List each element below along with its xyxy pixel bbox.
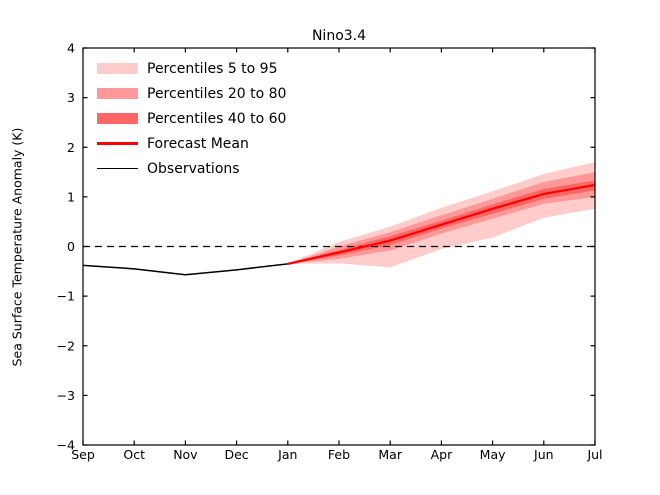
legend-item-forecast-mean: Forecast Mean — [97, 131, 286, 156]
legend-line-observations — [97, 167, 138, 170]
legend-label: Percentiles 40 to 60 — [147, 110, 287, 127]
legend-label: Percentiles 20 to 80 — [147, 85, 287, 102]
y-axis-label: Sea Surface Temperature Anomaly (K) — [9, 127, 25, 367]
legend-label: Forecast Mean — [147, 135, 249, 152]
x-tick-label: Apr — [431, 447, 453, 462]
y-tick-label: 1 — [67, 189, 75, 204]
legend-label: Percentiles 5 to 95 — [147, 60, 278, 77]
forecast-mean-line — [287, 183, 596, 265]
legend-item-percentiles-40-60: Percentiles 40 to 60 — [97, 106, 286, 131]
legend-swatch-percentiles-40-60 — [97, 113, 138, 124]
legend-item-observations: Observations — [97, 156, 286, 181]
y-tick-label: −3 — [57, 388, 75, 403]
legend-item-percentiles-5-95: Percentiles 5 to 95 — [97, 56, 286, 81]
legend-label: Observations — [147, 160, 240, 177]
band-percentiles-20-to-80 — [287, 172, 595, 264]
x-tick-label: Mar — [378, 447, 402, 462]
y-tick-label: −2 — [57, 338, 75, 353]
x-tick-label: Nov — [173, 447, 198, 462]
y-tick-label: −1 — [57, 289, 75, 304]
x-tick-label: Dec — [224, 447, 248, 462]
x-tick-label: Oct — [123, 447, 145, 462]
legend-swatch-percentiles-20-80 — [97, 88, 138, 99]
y-tick-label: 2 — [67, 140, 75, 155]
y-tick-label: −4 — [57, 438, 75, 453]
x-tick-label: Feb — [328, 447, 350, 462]
x-tick-label: Jun — [533, 447, 554, 462]
x-tick-label: May — [480, 447, 506, 462]
chart-title: Nino3.4 — [311, 28, 367, 44]
x-tick-label: Sep — [71, 447, 95, 462]
axis-ticks — [82, 47, 596, 446]
x-tick-label: Jan — [277, 447, 297, 462]
legend-item-percentiles-20-80: Percentiles 20 to 80 — [97, 81, 286, 106]
legend-line-forecast-mean — [97, 142, 138, 145]
observations-line — [82, 263, 288, 276]
y-tick-label: 0 — [67, 239, 75, 254]
chart-legend: Percentiles 5 to 95 Percentiles 20 to 80… — [97, 56, 286, 181]
y-tick-label: 3 — [67, 90, 75, 105]
legend-swatch-percentiles-5-95 — [97, 63, 138, 74]
x-tick-label: Jul — [586, 447, 602, 462]
y-tick-label: 4 — [67, 41, 75, 56]
